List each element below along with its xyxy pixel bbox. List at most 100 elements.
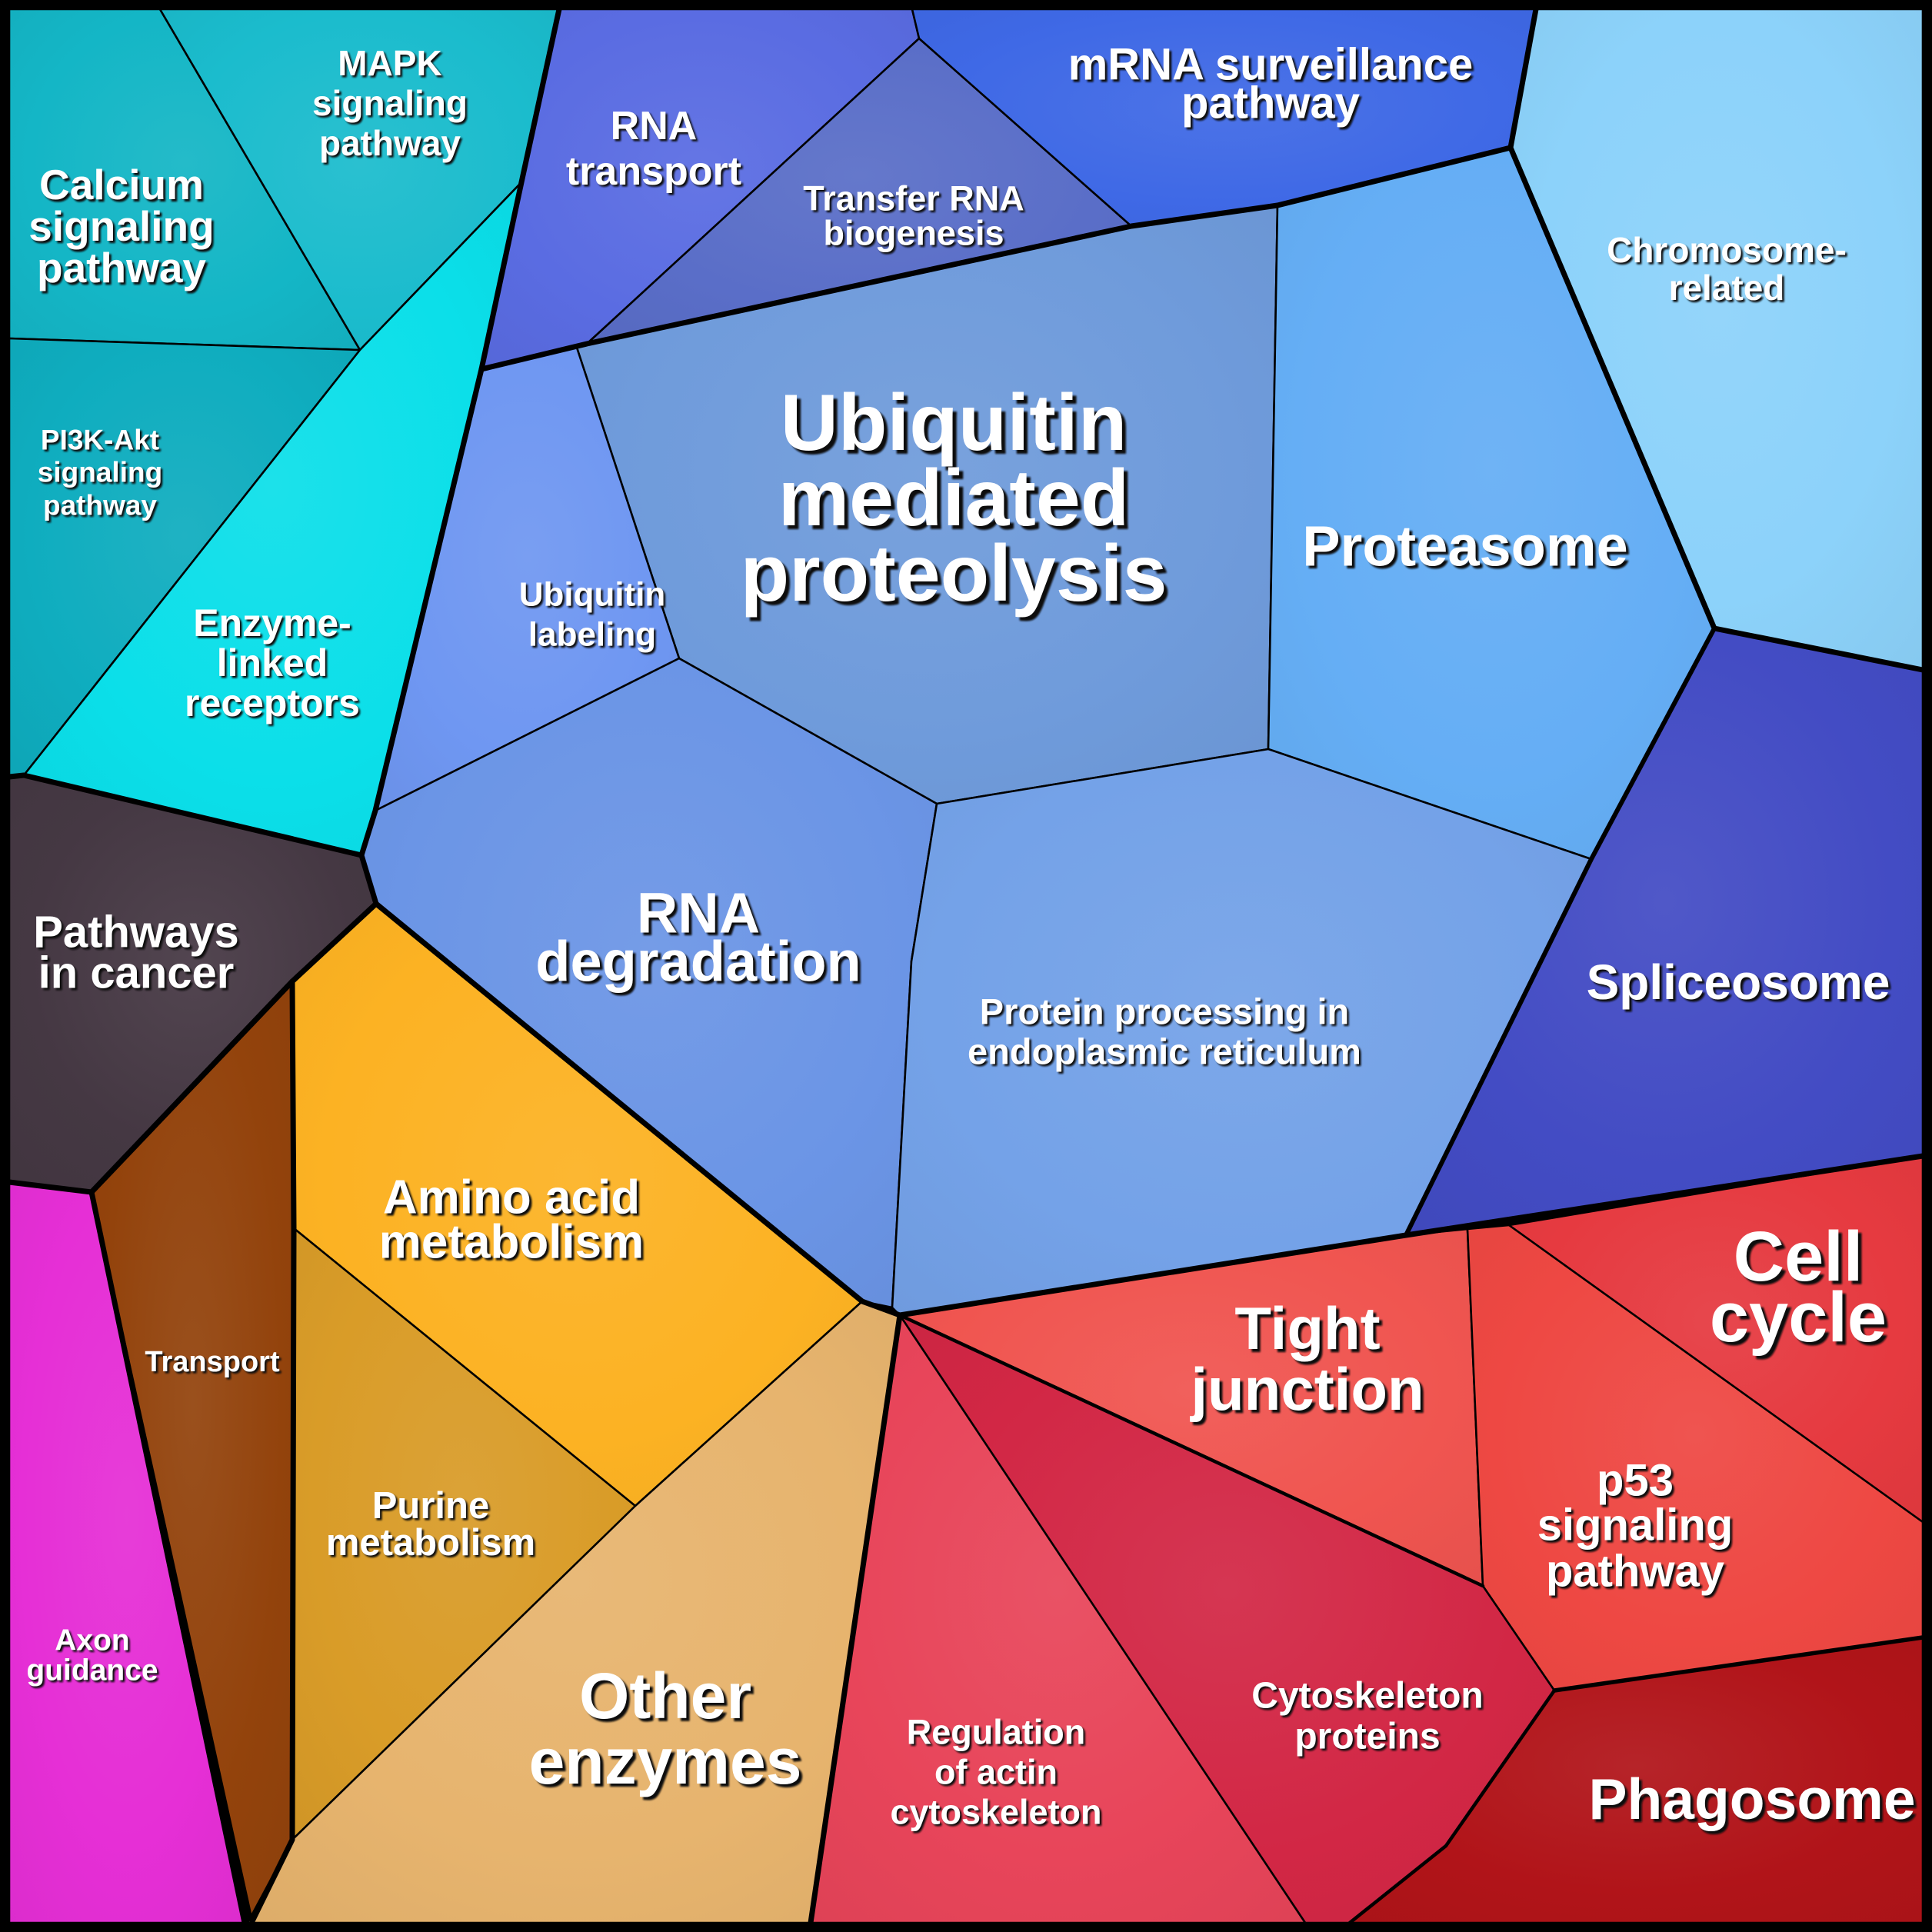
svg-text:Transfer RNA: Transfer RNA bbox=[803, 179, 1024, 218]
svg-text:pathway: pathway bbox=[43, 490, 157, 521]
svg-text:guidance: guidance bbox=[28, 1656, 160, 1689]
svg-text:proteins: proteins bbox=[1294, 1717, 1440, 1757]
svg-text:Axon: Axon bbox=[57, 1626, 132, 1659]
svg-text:pathway: pathway bbox=[37, 244, 206, 291]
svg-text:junction: junction bbox=[1192, 1358, 1427, 1426]
svg-text:Enzyme-: Enzyme- bbox=[193, 601, 351, 645]
svg-text:RNA: RNA bbox=[612, 106, 699, 151]
svg-text:Chromosome-: Chromosome- bbox=[1607, 230, 1847, 270]
svg-text:Cytoskeleton: Cytoskeleton bbox=[1251, 1676, 1483, 1717]
svg-text:cycle: cycle bbox=[1713, 1282, 1890, 1361]
svg-text:Phagosome: Phagosome bbox=[1591, 1770, 1918, 1834]
svg-text:Transport: Transport bbox=[145, 1346, 280, 1378]
svg-text:Amino acid: Amino acid bbox=[385, 1174, 642, 1227]
svg-text:proteolysis: proteolysis bbox=[744, 533, 1171, 622]
svg-text:pathway: pathway bbox=[1546, 1547, 1724, 1597]
svg-text:metabolism: metabolism bbox=[326, 1522, 535, 1564]
svg-text:labeling: labeling bbox=[530, 618, 658, 655]
svg-text:p53: p53 bbox=[1599, 1457, 1676, 1507]
svg-text:Purine: Purine bbox=[374, 1487, 491, 1529]
svg-text:Ubiquitin: Ubiquitin bbox=[519, 576, 666, 614]
svg-text:Cytoskeleton: Cytoskeleton bbox=[1254, 1677, 1485, 1718]
svg-text:Tight: Tight bbox=[1234, 1294, 1380, 1362]
svg-text:signaling: signaling bbox=[39, 458, 164, 490]
svg-text:metabolism: metabolism bbox=[328, 1524, 537, 1566]
svg-text:Axon: Axon bbox=[55, 1624, 130, 1657]
svg-text:mRNA surveillance: mRNA surveillance bbox=[1071, 42, 1476, 92]
svg-text:cytoskeleton: cytoskeleton bbox=[892, 1794, 1104, 1834]
svg-text:receptors: receptors bbox=[185, 681, 360, 724]
svg-text:biogenesis: biogenesis bbox=[823, 214, 1004, 253]
svg-text:signaling: signaling bbox=[1540, 1502, 1736, 1552]
svg-text:Other: Other bbox=[582, 1663, 754, 1735]
svg-text:Proteasome: Proteasome bbox=[1305, 517, 1631, 581]
svg-text:PI3K-Akt: PI3K-Akt bbox=[42, 426, 161, 458]
svg-text:degradation: degradation bbox=[535, 930, 861, 994]
svg-text:Calcium: Calcium bbox=[39, 161, 204, 208]
svg-text:Ubiquitin: Ubiquitin bbox=[781, 378, 1128, 468]
svg-text:metabolism: metabolism bbox=[379, 1216, 645, 1269]
svg-text:Other: Other bbox=[579, 1660, 751, 1732]
svg-text:Ubiquitin: Ubiquitin bbox=[784, 382, 1131, 471]
svg-text:mRNA surveillance: mRNA surveillance bbox=[1068, 40, 1474, 90]
svg-text:proteins: proteins bbox=[1297, 1718, 1442, 1759]
svg-text:pathway: pathway bbox=[319, 123, 461, 163]
svg-text:transport: transport bbox=[566, 149, 741, 194]
svg-text:Protein processing in: Protein processing in bbox=[981, 993, 1351, 1034]
svg-text:Chromosome-: Chromosome- bbox=[1609, 232, 1849, 272]
svg-text:junction: junction bbox=[1189, 1355, 1424, 1423]
svg-text:signaling: signaling bbox=[31, 205, 216, 252]
svg-text:Calcium: Calcium bbox=[42, 163, 206, 211]
svg-text:p53: p53 bbox=[1597, 1456, 1674, 1506]
svg-text:Cell: Cell bbox=[1737, 1221, 1867, 1300]
svg-text:Regulation: Regulation bbox=[908, 1714, 1088, 1754]
svg-text:in cancer: in cancer bbox=[41, 950, 237, 1000]
svg-text:receptors: receptors bbox=[187, 684, 362, 727]
svg-text:Transfer RNA: Transfer RNA bbox=[805, 181, 1027, 220]
svg-text:mediated: mediated bbox=[782, 458, 1134, 547]
svg-text:Regulation: Regulation bbox=[907, 1713, 1086, 1752]
svg-text:Spliceosome: Spliceosome bbox=[1587, 954, 1890, 1010]
svg-text:pathway: pathway bbox=[1548, 1548, 1727, 1598]
svg-text:degradation: degradation bbox=[538, 932, 864, 996]
svg-text:cytoskeleton: cytoskeleton bbox=[890, 1793, 1101, 1832]
svg-text:MAPK: MAPK bbox=[340, 45, 444, 85]
svg-text:of actin: of actin bbox=[934, 1753, 1058, 1792]
svg-text:related: related bbox=[1669, 268, 1785, 308]
svg-text:signaling: signaling bbox=[1537, 1501, 1734, 1551]
svg-text:Pathways: Pathways bbox=[35, 909, 242, 959]
svg-text:endoplasmic reticulum: endoplasmic reticulum bbox=[970, 1033, 1364, 1074]
svg-text:enzymes: enzymes bbox=[532, 1728, 805, 1800]
svg-text:pathway: pathway bbox=[39, 246, 208, 294]
svg-text:biogenesis: biogenesis bbox=[825, 215, 1006, 255]
svg-text:mediated: mediated bbox=[778, 454, 1130, 543]
svg-text:pathway: pathway bbox=[45, 491, 158, 523]
svg-text:signaling: signaling bbox=[28, 202, 214, 250]
svg-text:labeling: labeling bbox=[528, 616, 656, 654]
svg-text:RNA: RNA bbox=[637, 881, 760, 945]
svg-text:Phagosome: Phagosome bbox=[1588, 1767, 1915, 1831]
svg-text:signaling: signaling bbox=[312, 83, 468, 123]
svg-text:signaling: signaling bbox=[315, 85, 470, 125]
svg-text:signaling: signaling bbox=[38, 457, 162, 488]
svg-text:linked: linked bbox=[217, 641, 328, 685]
svg-text:pathway: pathway bbox=[1181, 78, 1360, 128]
svg-text:Transport: Transport bbox=[147, 1348, 282, 1381]
svg-text:pathway: pathway bbox=[321, 125, 462, 165]
svg-text:Cell: Cell bbox=[1734, 1217, 1864, 1296]
svg-text:related: related bbox=[1671, 270, 1787, 310]
svg-text:guidance: guidance bbox=[26, 1654, 158, 1687]
svg-text:linked: linked bbox=[218, 644, 329, 687]
svg-text:MAPK: MAPK bbox=[338, 43, 441, 83]
svg-text:enzymes: enzymes bbox=[529, 1725, 802, 1797]
svg-text:Ubiquitin: Ubiquitin bbox=[521, 578, 668, 615]
svg-text:proteolysis: proteolysis bbox=[741, 529, 1168, 618]
svg-text:PI3K-Akt: PI3K-Akt bbox=[41, 425, 159, 456]
svg-text:Amino acid: Amino acid bbox=[383, 1171, 640, 1224]
svg-text:metabolism: metabolism bbox=[381, 1218, 647, 1271]
svg-text:endoplasmic reticulum: endoplasmic reticulum bbox=[968, 1031, 1361, 1072]
svg-text:Pathways: Pathways bbox=[33, 908, 239, 958]
svg-text:Proteasome: Proteasome bbox=[1302, 515, 1628, 578]
svg-text:RNA: RNA bbox=[611, 104, 698, 148]
svg-text:Spliceosome: Spliceosome bbox=[1589, 957, 1893, 1012]
